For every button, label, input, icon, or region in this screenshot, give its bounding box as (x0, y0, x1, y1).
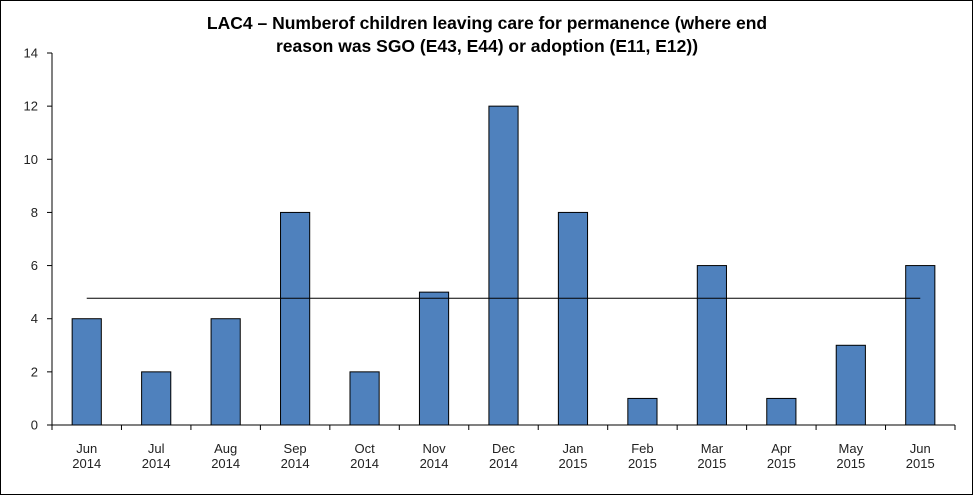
bar (557, 211, 589, 426)
y-tick-label: 2 (31, 364, 38, 379)
bar (696, 265, 727, 426)
x-tick-label-month: Dec (492, 441, 516, 456)
x-tick-label-year: 2014 (142, 456, 171, 471)
bar (766, 397, 797, 426)
x-tick-label-month: Mar (701, 441, 724, 456)
y-tick-label: 6 (31, 258, 38, 273)
bar (210, 318, 241, 426)
x-tick-label-year: 2014 (489, 456, 518, 471)
x-tick-label-month: Oct (354, 441, 375, 456)
y-tick-label: 4 (31, 311, 38, 326)
x-tick-label-month: Jan (562, 441, 583, 456)
chart-title-line-2: reason was SGO (E43, E44) or adoption (E… (276, 36, 698, 56)
x-tick-label-year: 2015 (697, 456, 726, 471)
bar (627, 397, 658, 426)
y-tick-label: 14 (24, 46, 38, 61)
chart-title-line-1: LAC4 – Numberof children leaving care fo… (207, 13, 767, 33)
x-tick-label-year: 2014 (420, 456, 449, 471)
x-tick-label-month: Jun (76, 441, 97, 456)
x-tick-label-month: May (839, 441, 864, 456)
bar (71, 318, 102, 426)
bar (349, 371, 380, 426)
x-tick-label-month: Apr (771, 441, 792, 456)
plot-area: 02468101214Jun2014Jul2014Aug2014Sep2014O… (24, 46, 956, 471)
x-tick-label-month: Feb (631, 441, 653, 456)
x-tick-label-year: 2015 (767, 456, 796, 471)
x-tick-label-year: 2014 (350, 456, 379, 471)
x-tick-label-year: 2015 (836, 456, 865, 471)
x-tick-label-year: 2015 (628, 456, 657, 471)
x-tick-label-year: 2014 (72, 456, 101, 471)
x-tick-label-month: Jun (910, 441, 931, 456)
x-tick-label-year: 2015 (906, 456, 935, 471)
y-tick-label: 8 (31, 205, 38, 220)
y-tick-label: 10 (24, 152, 38, 167)
bar (835, 344, 866, 426)
x-tick-label-year: 2014 (281, 456, 310, 471)
bar (280, 211, 311, 426)
x-tick-label-month: Nov (422, 441, 446, 456)
bar (418, 291, 450, 426)
y-tick-label: 0 (31, 418, 38, 433)
x-tick-label-month: Sep (284, 441, 307, 456)
x-tick-label-month: Jul (148, 441, 165, 456)
x-tick-label-year: 2015 (559, 456, 588, 471)
bar (488, 105, 519, 426)
y-tick-label: 12 (24, 99, 38, 114)
bar (141, 371, 172, 426)
x-tick-label-year: 2014 (211, 456, 240, 471)
x-tick-label-month: Aug (214, 441, 237, 456)
bar (905, 265, 936, 426)
